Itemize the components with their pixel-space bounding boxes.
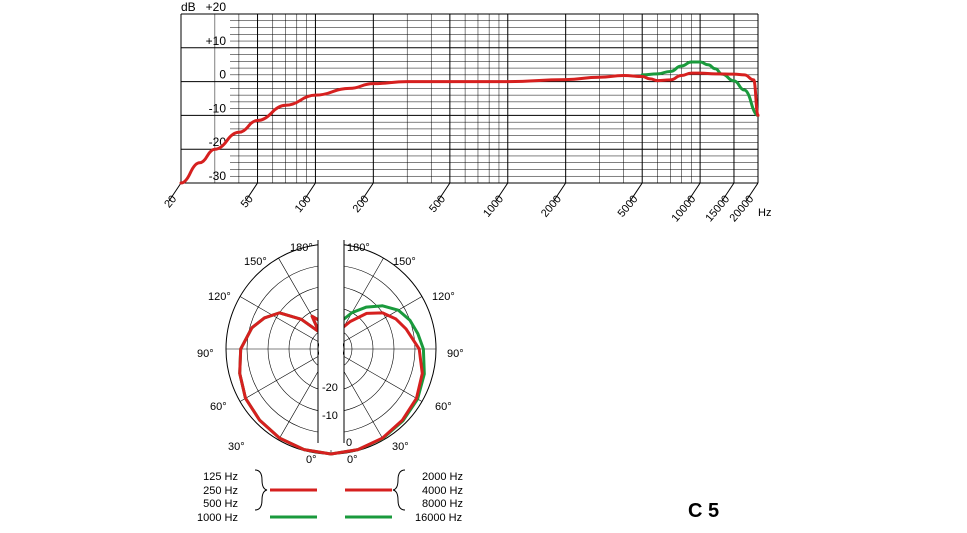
- polar-angle-label-left: 30°: [228, 441, 245, 453]
- fr-x-tick-mark: [495, 182, 509, 202]
- polar-angle-label-right: 120°: [432, 291, 455, 303]
- fr-series-line-0: [640, 60, 760, 117]
- legend-right-red-label-2: 4000 Hz: [422, 485, 463, 497]
- fr-x-tick-label: 10000: [670, 193, 699, 224]
- polar-angle-label-left: 150°: [244, 256, 267, 268]
- fr-y-tick-label: +10: [206, 34, 227, 48]
- fr-x-tick-label: 5000: [616, 193, 641, 219]
- polar-pattern-chart: 0° 0° 30° 30° 60° 60° 90° 90° 120° 120° 150° 150° 18…: [197, 240, 464, 466]
- polar-spoke: [330, 348, 423, 402]
- fr-x-tick-label: 50: [239, 193, 256, 210]
- fr-x-tick-label: 100: [293, 193, 314, 215]
- fr-x-tick-label: 2000: [539, 193, 564, 219]
- fr-grid: [168, 13, 759, 202]
- fr-y-tick-label: -20: [209, 135, 227, 149]
- fr-series-line-1: [179, 71, 760, 185]
- fr-x-tick-label: 1000: [481, 193, 506, 219]
- fr-x-tick-label: 15000: [703, 193, 732, 224]
- fr-x-tick-mark: [245, 182, 258, 202]
- fr-y-tick-label: 0: [219, 68, 226, 82]
- fr-x-tick-mark: [687, 182, 701, 202]
- fr-x-tick-label: 20: [162, 193, 179, 210]
- legend-right-green-label: 16000 Hz: [415, 512, 462, 524]
- polar-angle-labels: 0° 0° 30° 30° 60° 60° 90° 90° 120° 120° 150° 150° 18…: [197, 242, 464, 466]
- fr-x-tick-label: 500: [427, 193, 448, 215]
- polar-angle-label-right: 30°: [392, 441, 409, 453]
- polar-spoke: [330, 296, 423, 350]
- polar-ring-label: 0: [346, 437, 352, 449]
- fr-x-tick-mark: [303, 182, 316, 202]
- polar-angle-label-left: 90°: [197, 348, 214, 360]
- legend-left-red-label-1: 125 Hz: [203, 471, 238, 483]
- fr-x-tick-mark: [553, 182, 567, 202]
- fr-x-tick-label: 200: [351, 193, 372, 215]
- legend-left-brace: [254, 469, 268, 511]
- legend-left-red-label-3: 500 Hz: [203, 498, 238, 510]
- frequency-response-chart: dB +20 +10 0 -10 -20 -30 20 50 100 200 500 1000 200…: [162, 0, 771, 224]
- polar-angle-label-right: 90°: [447, 348, 464, 360]
- polar-left-series-0: [238, 311, 333, 456]
- legend: 125 Hz 250 Hz 500 Hz 1000 Hz 2000 Hz 400…: [197, 469, 463, 524]
- fr-y-tick-label: -10: [209, 101, 227, 115]
- polar-angle-label-right: 0°: [347, 454, 358, 466]
- polar-angle-label-right: 150°: [393, 256, 416, 268]
- fr-y-tick-label: -30: [209, 169, 227, 183]
- polar-angle-label-right: 180°: [347, 242, 370, 254]
- fr-y-tick-label: +20: [206, 0, 227, 14]
- polar-spoke: [239, 348, 332, 402]
- polar-angle-label-left: 0°: [306, 454, 317, 466]
- fr-x-tick-mark: [721, 182, 735, 202]
- fr-x-tick-mark: [437, 182, 451, 202]
- legend-right-brace: [392, 469, 406, 511]
- model-label: C 5: [688, 500, 719, 522]
- fr-x-tick-mark: [168, 182, 182, 202]
- fr-x-tick-mark: [745, 182, 759, 202]
- legend-left-red-label-2: 250 Hz: [203, 485, 238, 497]
- fr-series: [179, 60, 760, 185]
- legend-right-red-label-3: 8000 Hz: [422, 498, 463, 510]
- polar-ring-labels: 0 -10 -20: [322, 382, 352, 449]
- polar-angle-label-left: 120°: [208, 291, 231, 303]
- fr-xlabel: Hz: [758, 207, 771, 219]
- legend-left-green-label: 1000 Hz: [197, 512, 238, 524]
- legend-right-red-label-1: 2000 Hz: [422, 471, 463, 483]
- polar-center-mask: [319, 334, 343, 364]
- fr-x-tick-mark: [629, 182, 643, 202]
- polar-left-series-1: [238, 311, 333, 456]
- polar-ring-label: -10: [322, 410, 338, 422]
- polar-angle-label-left: 180°: [290, 242, 313, 254]
- fr-ylabel: dB: [181, 0, 196, 14]
- polar-angle-label-right: 60°: [435, 401, 452, 413]
- fr-x-tick-label: 20000: [727, 193, 756, 224]
- fr-x-tick-mark: [360, 182, 374, 202]
- polar-right-series-1: [329, 311, 424, 456]
- polar-angle-label-left: 60°: [210, 401, 227, 413]
- polar-ring-label: -20: [322, 382, 338, 394]
- polar-spoke: [239, 296, 332, 350]
- polar-center-slot: [317, 240, 345, 450]
